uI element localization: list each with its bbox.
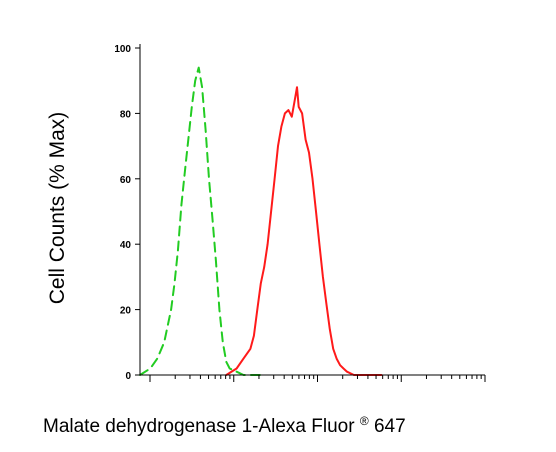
x-axis-label: Malate dehydrogenase 1-Alexa Fluor ® 647 xyxy=(43,409,406,437)
plot-area xyxy=(139,66,383,376)
y-tick-label: 60 xyxy=(120,175,132,186)
y-axis: 0 20 40 60 80 100 xyxy=(114,44,141,382)
control-histogram-line xyxy=(139,66,262,376)
y-tick-label: 20 xyxy=(120,306,132,317)
x-axis-label-main: Malate dehydrogenase 1-Alexa Fluor xyxy=(43,416,355,437)
y-axis-label: Cell Counts (% Max) xyxy=(46,112,69,305)
x-axis-label-superscript: ® xyxy=(360,414,369,428)
x-axis xyxy=(140,374,486,382)
sample-histogram-line xyxy=(225,86,383,376)
y-tick-label: 40 xyxy=(120,240,132,251)
y-tick-label: 100 xyxy=(114,44,131,55)
y-tick-label: 0 xyxy=(125,371,131,382)
x-axis-label-suffix: 647 xyxy=(374,416,406,437)
y-tick-label: 80 xyxy=(120,109,132,120)
